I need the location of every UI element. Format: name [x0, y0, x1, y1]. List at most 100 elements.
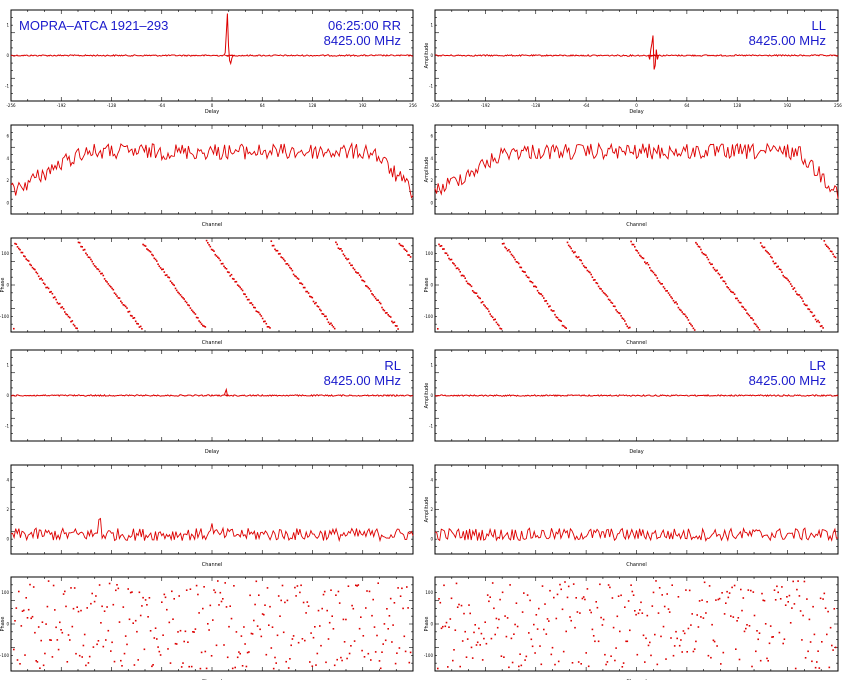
phase-point [673, 645, 676, 647]
phase-point [646, 262, 649, 264]
phase-point [312, 636, 315, 639]
phase-point [677, 596, 680, 598]
phase-point [671, 584, 673, 586]
phase-point [480, 632, 483, 635]
phase-point [782, 642, 784, 645]
phase-point [92, 263, 95, 265]
phase-point [466, 638, 469, 640]
phase-point [200, 651, 203, 654]
phase-point [265, 653, 268, 656]
phase-point [626, 325, 629, 328]
phase-point [557, 318, 560, 321]
phase-point [115, 293, 117, 296]
phase-point [60, 306, 62, 309]
y-tick-label: 4 [6, 156, 9, 161]
phase-point [372, 294, 374, 296]
phase-point [594, 279, 596, 281]
phase-point [700, 616, 702, 618]
phase-point [804, 657, 807, 659]
phase-point [305, 612, 307, 614]
phase-point [260, 635, 263, 638]
phase-point [663, 287, 666, 290]
y-tick-label: -100 [424, 314, 434, 319]
phase-point [121, 665, 123, 667]
phase-point [702, 253, 705, 255]
phase-point [772, 260, 774, 263]
phase-point [126, 643, 128, 646]
phase-point [69, 316, 71, 319]
phase-point [641, 612, 644, 614]
phase-point [440, 627, 443, 630]
phase-point [488, 310, 490, 313]
phase-point [564, 326, 566, 329]
phase-point [678, 644, 681, 647]
y-tick-label: 0 [6, 53, 9, 58]
phase-point [264, 604, 266, 606]
phase-point [686, 316, 688, 319]
phase-point [660, 283, 662, 285]
phase-point [408, 661, 411, 664]
phase-point [495, 321, 498, 324]
phase-point [627, 327, 630, 329]
phase-point [143, 244, 146, 247]
phase-point [311, 296, 314, 299]
phase-point [808, 308, 811, 311]
phase-point [614, 659, 616, 662]
phase-point [188, 304, 190, 307]
phase-point [189, 588, 192, 590]
phase-point [234, 281, 236, 283]
phase-point [217, 580, 219, 582]
phase-point [559, 583, 561, 586]
x-tick-label: 128 [309, 103, 317, 108]
phase-point [726, 286, 728, 288]
phase-point [716, 645, 718, 647]
phase-point [23, 255, 25, 257]
phase-point [263, 320, 265, 323]
phase-point [536, 289, 539, 292]
phase-point [834, 256, 837, 259]
phase-point [233, 278, 235, 280]
phase-point [212, 619, 214, 621]
phase-point [317, 609, 320, 612]
phase-point [495, 617, 498, 620]
phase-point [798, 294, 801, 296]
phase-point [281, 257, 284, 259]
phase-point [80, 245, 82, 248]
phase-point [595, 601, 597, 603]
phase-point [524, 271, 526, 273]
phase-point [251, 633, 254, 635]
y-tick-label: 0 [6, 622, 9, 627]
phase-point [327, 321, 330, 324]
phase-point [235, 280, 238, 283]
phase-point [203, 325, 205, 327]
phase-point [767, 660, 769, 662]
phase-point [210, 248, 213, 251]
phase-point [574, 626, 576, 629]
phase-point [353, 640, 356, 642]
phase-point [717, 272, 720, 275]
phase-point [562, 325, 565, 327]
phase-point [706, 601, 708, 603]
phase-point [812, 315, 814, 317]
phase-point [715, 599, 717, 601]
phase-point [829, 250, 832, 252]
amplitude-trace [434, 142, 839, 199]
phase-point [670, 637, 672, 639]
phase-point [403, 635, 406, 638]
phase-point [297, 278, 300, 280]
y-tick-label: 0 [430, 283, 433, 288]
phase-point [387, 314, 389, 316]
phase-point [670, 296, 672, 298]
phase-point [141, 328, 143, 330]
RR-phase-frame [10, 237, 414, 333]
phase-point [18, 590, 20, 593]
phase-point [521, 270, 524, 272]
phase-point [396, 325, 398, 327]
phase-point [274, 656, 276, 659]
phase-point [504, 246, 506, 249]
phase-point [696, 614, 698, 616]
phase-point [152, 254, 154, 257]
phase-point [625, 323, 627, 325]
delay-trace [434, 35, 839, 70]
phase-point [141, 605, 143, 607]
